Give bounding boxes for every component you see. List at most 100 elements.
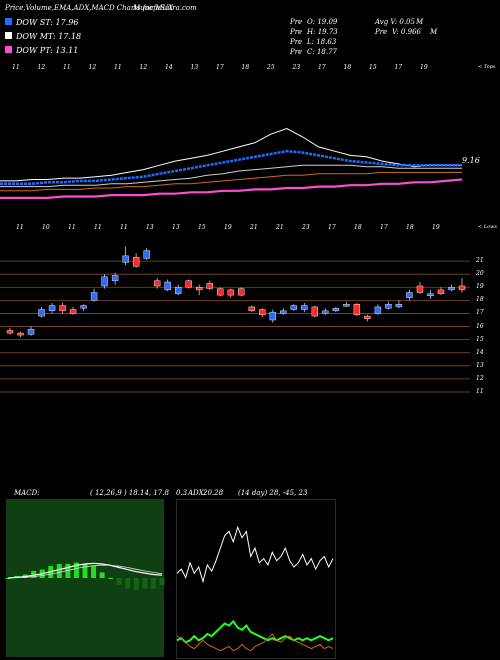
stat-low: L: 18.63 (307, 38, 337, 46)
legend-swatch (5, 18, 12, 25)
ema-last-value: 9.16 (462, 156, 480, 165)
candle-date-label: 19 (224, 224, 232, 231)
ema-line (0, 171, 462, 192)
candle-body (38, 309, 45, 317)
stat-pre-label: Pre (290, 38, 303, 46)
candle-body (238, 288, 245, 296)
macd-histogram-bar (142, 578, 148, 589)
candle-date-label: 11 (16, 224, 24, 231)
adx-di-minus-line (176, 633, 334, 652)
ema-line (0, 127, 462, 182)
macd-histogram-bar (5, 578, 11, 579)
candle-body (406, 292, 413, 298)
ema-date-label: 23 (292, 64, 301, 71)
candle-body (416, 285, 424, 293)
macd-params: ( 12,26,9 ) 18.14, 17.8 (90, 489, 169, 497)
candle-body (196, 287, 203, 291)
candle-body (290, 305, 298, 310)
ema-date-label: 17 (216, 64, 224, 71)
candle-body (269, 311, 276, 321)
adx-label: ADX: (188, 489, 207, 497)
candle-body (122, 255, 129, 263)
ema-date-label: 25 (267, 64, 275, 71)
candle-date-label: 11 (68, 224, 76, 231)
legend-label: DOW ST: 17.96 (16, 18, 79, 27)
legend-item-dow-mt: DOW MT: 17.18 (5, 32, 81, 41)
ema-date-label: 13 (190, 64, 199, 71)
stat-pre-label: Pre (290, 28, 303, 36)
adx-di-plus-line (176, 525, 334, 584)
legend-label: DOW PT: 13.11 (16, 46, 79, 55)
macd-line (7, 564, 163, 579)
candle-body (132, 256, 140, 267)
candle-date-label: 15 (198, 224, 206, 231)
candle-body (111, 275, 119, 281)
y-tick-label: 13 (476, 361, 484, 369)
page-title: Price,Volume,EMA,ADX,MACD Charts for MUX (5, 4, 174, 12)
y-tick-label: 11 (476, 388, 484, 395)
adx-line (176, 619, 334, 644)
candle-body (301, 305, 308, 310)
candle-body (80, 305, 87, 309)
candle-body (353, 304, 361, 315)
ema-line (0, 164, 462, 188)
ema-date-label: 11 (12, 64, 20, 71)
candle-date-label: 13 (146, 224, 154, 231)
macd-histogram-bar (150, 578, 156, 589)
y-tick-label: 12 (476, 374, 484, 382)
candle-body (385, 304, 392, 309)
candle-body (17, 332, 24, 336)
macd-histogram-bar (56, 564, 62, 578)
macd-histogram-bar (116, 578, 122, 585)
ema-date-label: 14 (165, 64, 173, 71)
candle-body (427, 293, 434, 297)
stat-open: O: 19.09 (307, 18, 338, 26)
legend-swatch (5, 32, 12, 39)
macd-histogram-bar (159, 578, 165, 585)
candle-body (332, 308, 340, 312)
candle-body (259, 309, 266, 315)
candle-body (395, 304, 403, 308)
stat-avg-volume: Avg V: 0.05 (375, 18, 415, 26)
macd-histogram-bar (133, 578, 139, 590)
y-tick-label: 17 (476, 309, 484, 317)
adx-params: (14 day) 28, -45, 23 (238, 489, 308, 497)
y-tick-label: 15 (476, 335, 484, 343)
candle-body (374, 306, 382, 314)
macd-histogram-bar (108, 578, 114, 579)
site-name: MunafaSutra.com (133, 4, 197, 12)
y-tick-label: 21 (476, 257, 484, 265)
macd-histogram-bar (82, 564, 88, 578)
candle-body (217, 288, 224, 296)
macd-label: MACD: (14, 489, 40, 497)
legend-item-dow-st: DOW ST: 17.96 (5, 18, 78, 27)
macd-histogram-bar (31, 571, 37, 578)
y-tick-label: 14 (476, 348, 484, 356)
ema-date-label: 12 (139, 64, 148, 71)
candle-body (322, 310, 329, 314)
ema-date-label: 12 (88, 64, 97, 71)
ema-date-label: 18 (343, 64, 352, 71)
candle-body (101, 276, 108, 287)
macd-histogram-bar (125, 578, 131, 589)
candle-date-label: 23 (302, 224, 310, 231)
candle-body (90, 292, 98, 301)
legend-label: DOW MT: 17.18 (16, 32, 82, 41)
candle-body (185, 280, 192, 288)
candle-date-label: 17 (328, 224, 336, 231)
macd-histogram-bar (99, 572, 105, 578)
ema-date-label: 11 (63, 64, 71, 71)
ema-date-label: 17 (318, 64, 326, 71)
legend-item-dow-pt: DOW PT: 13.11 (5, 46, 78, 55)
candle-date-label: 11 (94, 224, 102, 231)
candle-body (153, 280, 161, 287)
macd-histogram-bar (73, 562, 79, 578)
candle-body (69, 309, 77, 314)
ema-date-label: 19 (420, 64, 428, 71)
candle-body (280, 310, 287, 314)
stat-pre-volume: V: 0.966 (392, 28, 421, 36)
stat-avg-volume-unit: M (416, 18, 424, 26)
y-tick-label: 19 (476, 283, 484, 291)
candle-body (448, 287, 455, 291)
stat-pre-label: Pre (375, 28, 388, 36)
